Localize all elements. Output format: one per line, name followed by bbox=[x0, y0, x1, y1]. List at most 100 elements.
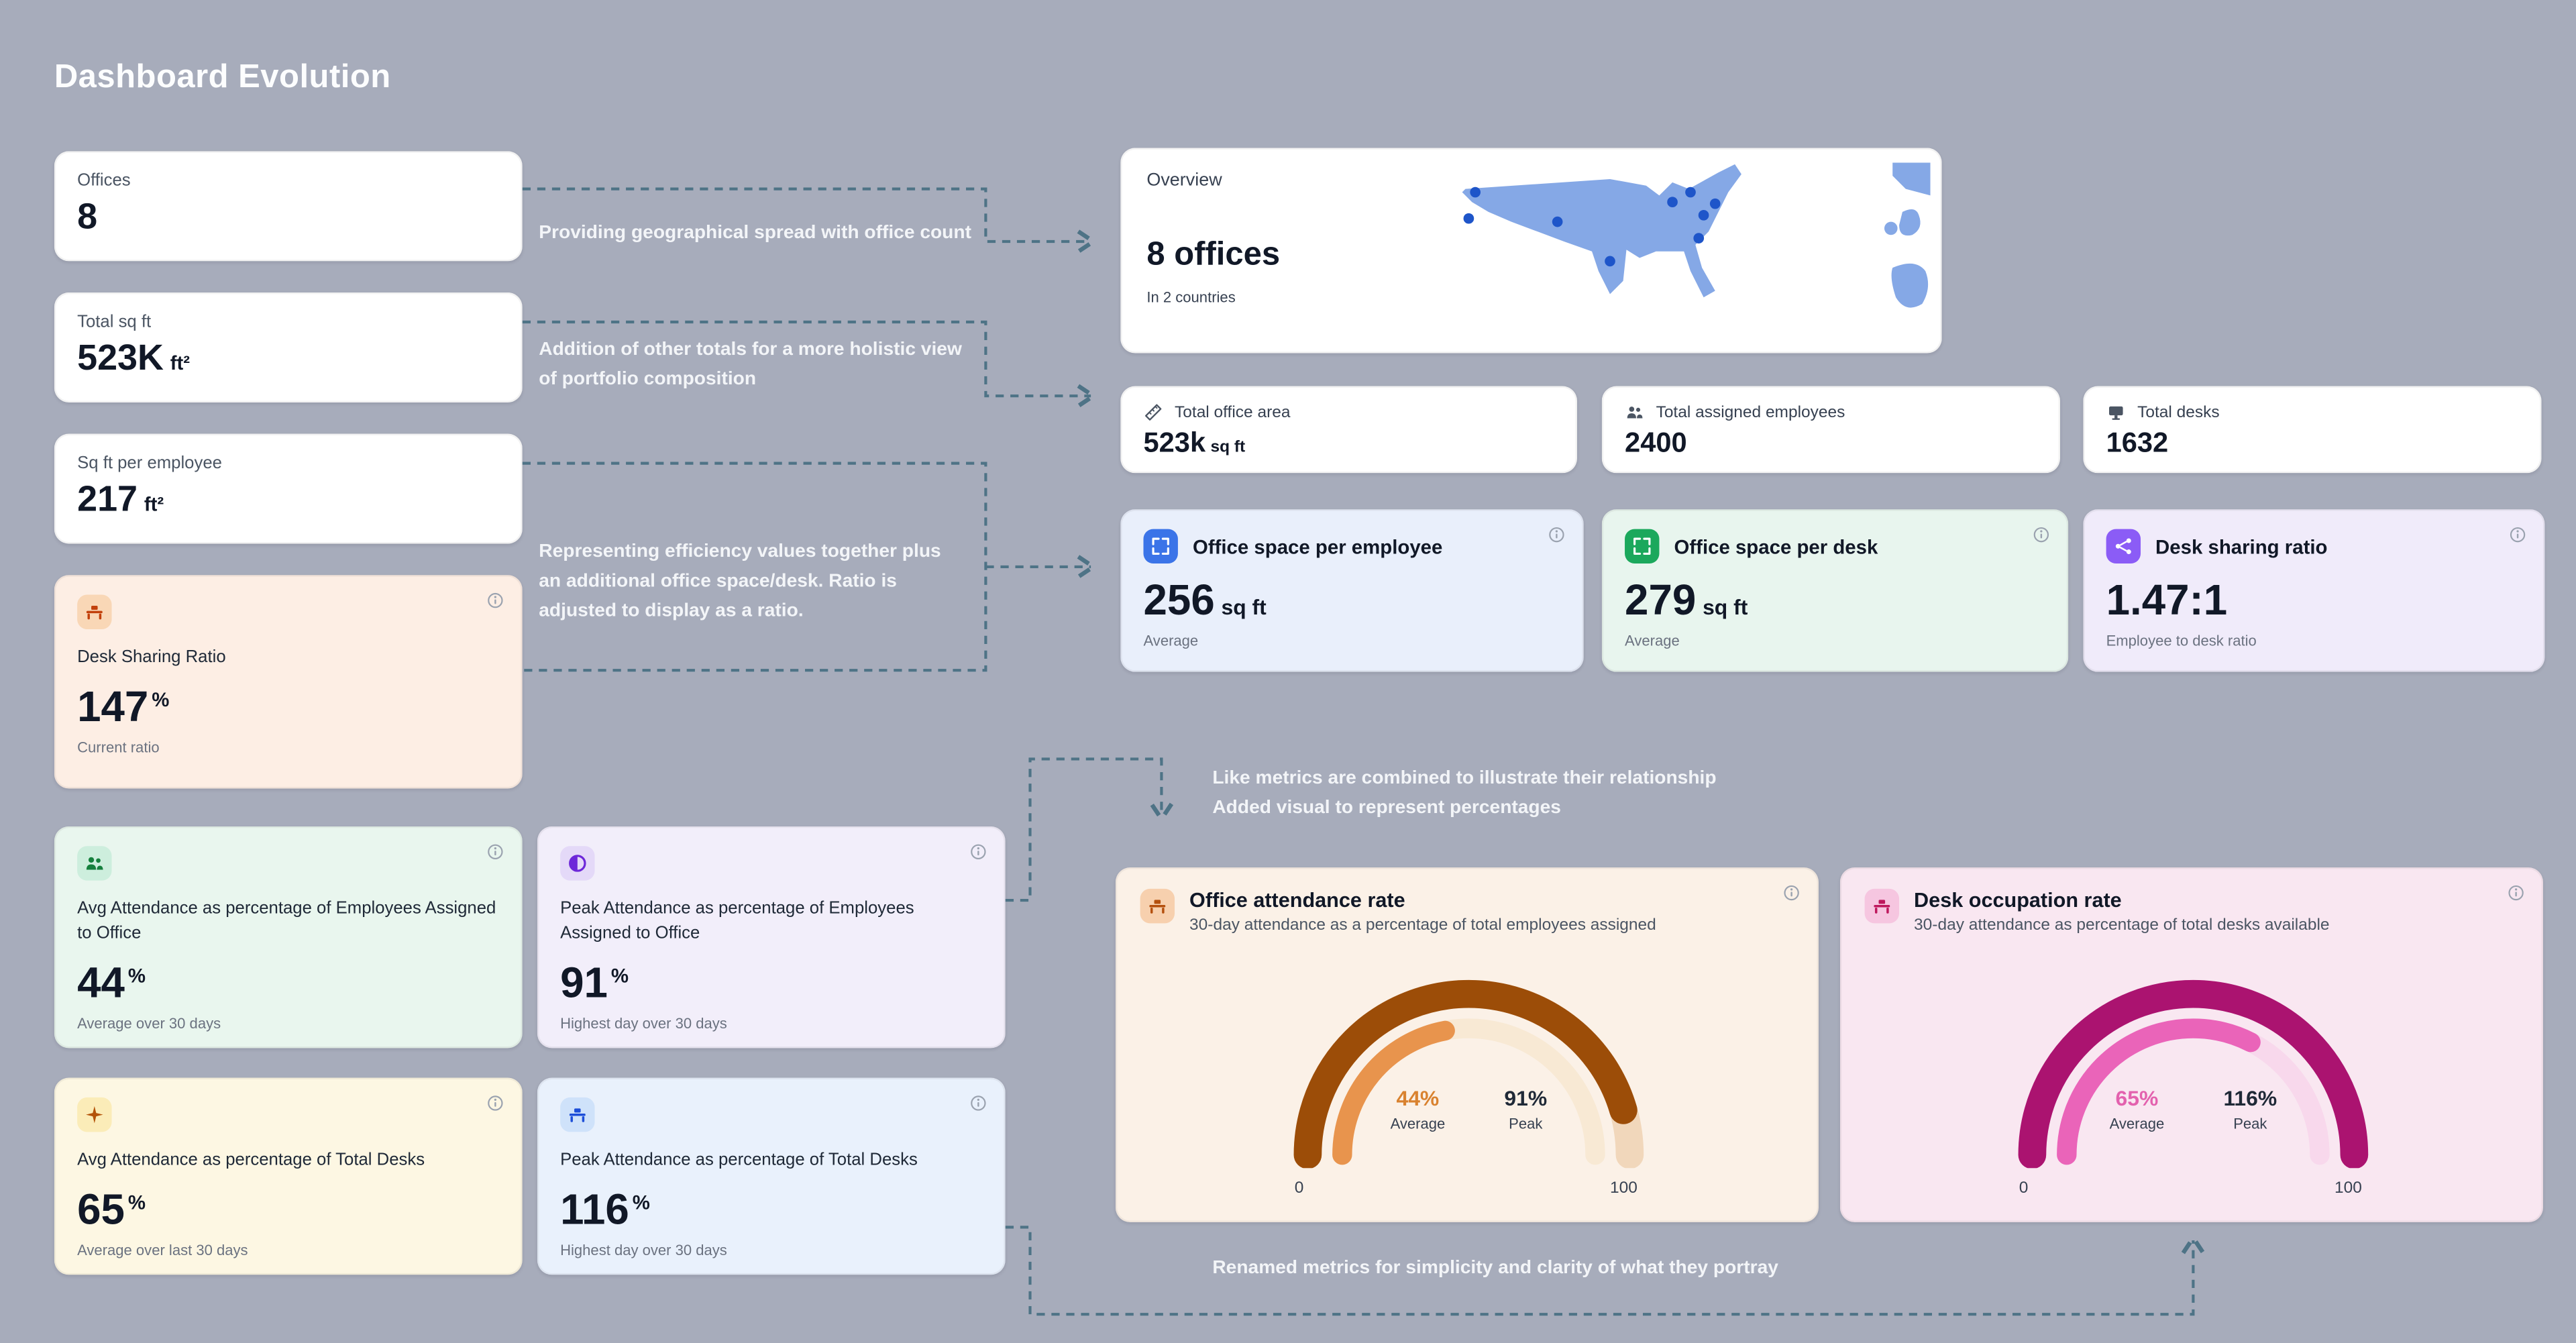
total-value: 1632 bbox=[2106, 427, 2169, 459]
info-icon[interactable] bbox=[2507, 884, 2525, 902]
metric-value: 116% bbox=[560, 1185, 650, 1234]
map-landmass-ireland bbox=[1884, 221, 1898, 235]
metric-label: Offices bbox=[77, 170, 131, 191]
total-label: Total assigned employees bbox=[1656, 403, 1845, 422]
info-icon[interactable] bbox=[1782, 884, 1801, 902]
annotation-combined-line1: Like metrics are combined to illustrate … bbox=[1212, 769, 1717, 789]
gauge-peak-stat: 91% Peak bbox=[1504, 1085, 1548, 1132]
office-locations-map bbox=[1462, 162, 1931, 308]
metric-value: 44% bbox=[77, 958, 146, 1008]
desk-icon bbox=[77, 594, 112, 629]
efficiency-value: 256 sq ft bbox=[1143, 575, 1267, 625]
annotation-combined-line2: Added visual to represent percentages bbox=[1212, 798, 1561, 818]
desk-icon bbox=[560, 1097, 595, 1132]
map-landmass-ne bbox=[1892, 162, 1931, 196]
efficiency-subtext: Employee to desk ratio bbox=[2106, 633, 2257, 650]
page-title: Dashboard Evolution bbox=[54, 59, 391, 96]
share-icon bbox=[2106, 529, 2141, 564]
info-icon[interactable] bbox=[486, 592, 504, 610]
metric-value: 147% bbox=[77, 682, 170, 732]
annotation-combined: Like metrics are combined to illustrate … bbox=[1212, 765, 1919, 824]
total-assigned-employees-card: Total assigned employees 2400 bbox=[1601, 386, 2061, 474]
metric-card-peak-attendance-employees: Peak Attendance as percentage of Employe… bbox=[537, 826, 1006, 1049]
info-icon[interactable] bbox=[969, 1094, 987, 1112]
desk-icon bbox=[1140, 888, 1175, 924]
office-attendance-rate-card: Office attendance rate 30-day attendance… bbox=[1115, 867, 1819, 1223]
metric-card-avg-attendance-employees: Avg Attendance as percentage of Employee… bbox=[54, 826, 523, 1049]
gauge-title: Desk occupation rate bbox=[1914, 888, 2122, 912]
total-desks-card: Total desks 1632 bbox=[2083, 386, 2542, 474]
overview-value: 8 offices bbox=[1146, 236, 1281, 273]
expand-icon bbox=[1143, 529, 1178, 564]
metric-card-sqft-per-employee: Sq ft per employee 217 ft² bbox=[54, 433, 523, 544]
gauge-min-label: 0 bbox=[2019, 1179, 2029, 1198]
info-icon[interactable] bbox=[2032, 526, 2050, 544]
gauge-subtitle: 30-day attendance as a percentage of tot… bbox=[1189, 916, 1656, 935]
info-icon[interactable] bbox=[969, 843, 987, 861]
metric-label: Sq ft per employee bbox=[77, 453, 222, 474]
metric-value: 8 bbox=[77, 195, 98, 237]
people-icon bbox=[77, 846, 112, 881]
efficiency-subtext: Average bbox=[1143, 633, 1199, 650]
annotation-totals: Addition of other totals for a more holi… bbox=[539, 339, 962, 389]
total-value: 2400 bbox=[1625, 427, 1687, 459]
gauge-min-label: 0 bbox=[1294, 1179, 1304, 1198]
map-landmass-uk bbox=[1899, 209, 1921, 236]
overview-label: Overview bbox=[1146, 170, 1222, 191]
metric-subtext: Current ratio bbox=[77, 738, 160, 755]
metric-card-total-sqft: Total sq ft 523K ft² bbox=[54, 292, 523, 403]
metric-label: Avg Attendance as percentage of Total De… bbox=[77, 1150, 425, 1170]
overview-card: Overview 8 offices In 2 countries bbox=[1120, 148, 1942, 354]
office-location-dots bbox=[1463, 186, 1721, 267]
total-label: Total office area bbox=[1175, 403, 1291, 422]
us-map-shape bbox=[1462, 164, 1741, 298]
info-icon[interactable] bbox=[2509, 526, 2527, 544]
total-label: Total desks bbox=[2137, 403, 2220, 422]
efficiency-title: Desk sharing ratio bbox=[2155, 535, 2328, 558]
desk-occupation-rate-card: Desk occupation rate 30-day attendance a… bbox=[1839, 867, 2544, 1223]
metric-label: Total sq ft bbox=[77, 312, 152, 332]
office-space-per-desk-card: Office space per desk 279 sq ft Average bbox=[1601, 509, 2069, 672]
metric-value: 91% bbox=[560, 958, 629, 1008]
info-icon[interactable] bbox=[1548, 526, 1566, 544]
metric-subtext: Average over last 30 days bbox=[77, 1241, 248, 1258]
spark-icon bbox=[77, 1097, 112, 1132]
efficiency-value: 1.47:1 bbox=[2106, 575, 2228, 625]
occupation-gauge: 65% Average 116% Peak bbox=[1996, 971, 2391, 1175]
gauge-average-stat: 44% Average bbox=[1390, 1085, 1446, 1132]
gauge-average-stat: 65% Average bbox=[2109, 1085, 2165, 1132]
overview-subtext: In 2 countries bbox=[1146, 289, 1236, 306]
info-icon[interactable] bbox=[486, 1094, 504, 1112]
gauge-max-label: 100 bbox=[2334, 1179, 2362, 1198]
metric-subtext: Highest day over 30 days bbox=[560, 1014, 727, 1032]
desk-icon bbox=[1864, 888, 1900, 924]
metric-card-peak-attendance-desks: Peak Attendance as percentage of Total D… bbox=[537, 1077, 1006, 1275]
annotation-renamed: Renamed metrics for simplicity and clari… bbox=[1212, 1258, 1778, 1279]
gauge-subtitle: 30-day attendance as percentage of total… bbox=[1914, 916, 2330, 935]
info-icon[interactable] bbox=[486, 843, 504, 861]
expand-icon bbox=[1625, 529, 1660, 564]
desk-sharing-ratio-card: Desk sharing ratio 1.47:1 Employee to de… bbox=[2083, 509, 2545, 672]
people-icon bbox=[1625, 402, 1644, 422]
map-landmass-se bbox=[1891, 263, 1929, 308]
metric-card-desk-sharing-ratio: Desk Sharing Ratio 147% Current ratio bbox=[54, 575, 523, 789]
efficiency-value: 279 sq ft bbox=[1625, 575, 1748, 625]
metric-card-avg-attendance-desks: Avg Attendance as percentage of Total De… bbox=[54, 1077, 523, 1275]
metric-label: Peak Attendance as percentage of Total D… bbox=[560, 1150, 918, 1170]
total-office-area-card: Total office area 523k sq ft bbox=[1120, 386, 1578, 474]
metric-value: 217 ft² bbox=[77, 478, 164, 519]
annotation-geographic: Providing geographical spread with offic… bbox=[539, 223, 971, 244]
ruler-icon bbox=[1143, 402, 1163, 422]
office-space-per-employee-card: Office space per employee 256 sq ft Avera… bbox=[1120, 509, 1584, 672]
metric-label: Peak Attendance as percentage of Employe… bbox=[560, 898, 914, 944]
monitor-icon bbox=[2106, 402, 2126, 422]
metric-value: 65% bbox=[77, 1185, 146, 1234]
efficiency-title: Office space per desk bbox=[1674, 535, 1878, 558]
gauge-title: Office attendance rate bbox=[1189, 888, 1405, 912]
metric-card-offices: Offices 8 bbox=[54, 151, 523, 262]
metric-label: Desk Sharing Ratio bbox=[77, 647, 226, 667]
efficiency-title: Office space per employee bbox=[1192, 535, 1443, 558]
annotation-efficiency: Representing efficiency values together … bbox=[539, 542, 941, 621]
gauge-peak-stat: 116% Peak bbox=[2223, 1085, 2277, 1132]
